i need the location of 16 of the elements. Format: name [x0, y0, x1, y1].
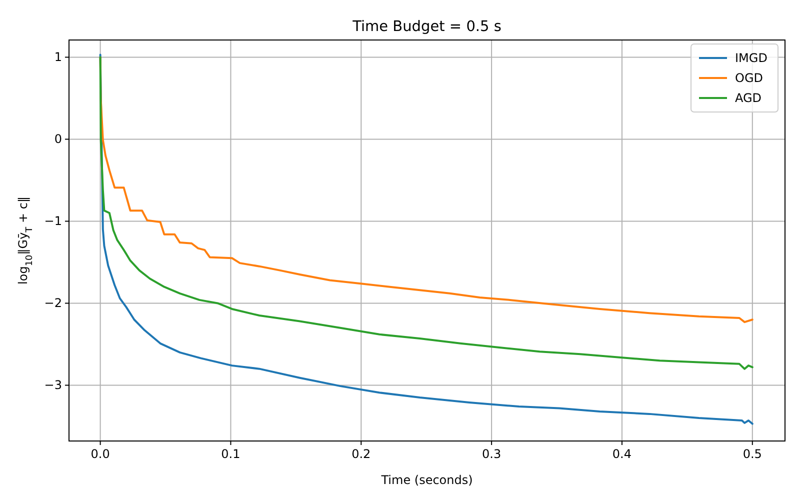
x-tick-label: 0.1 — [221, 447, 240, 461]
legend-label: AGD — [735, 91, 762, 105]
legend-label: IMGD — [735, 51, 768, 65]
y-tick-label: 0 — [54, 132, 62, 146]
x-tick-label: 0.3 — [482, 447, 502, 461]
chart-title: Time Budget = 0.5 s — [352, 19, 502, 35]
x-tick-label: 0.5 — [742, 447, 762, 461]
y-tick-label: −2 — [44, 296, 62, 310]
y-tick-label: −1 — [44, 214, 62, 228]
x-axis-title: Time (seconds) — [380, 473, 473, 487]
x-tick-label: 0.0 — [90, 447, 110, 461]
x-tick-label: 0.4 — [612, 447, 632, 461]
legend-label: OGD — [735, 71, 763, 85]
y-tick-label: −3 — [44, 378, 62, 392]
y-tick-label: 1 — [54, 50, 62, 64]
x-tick-label: 0.2 — [352, 447, 371, 461]
